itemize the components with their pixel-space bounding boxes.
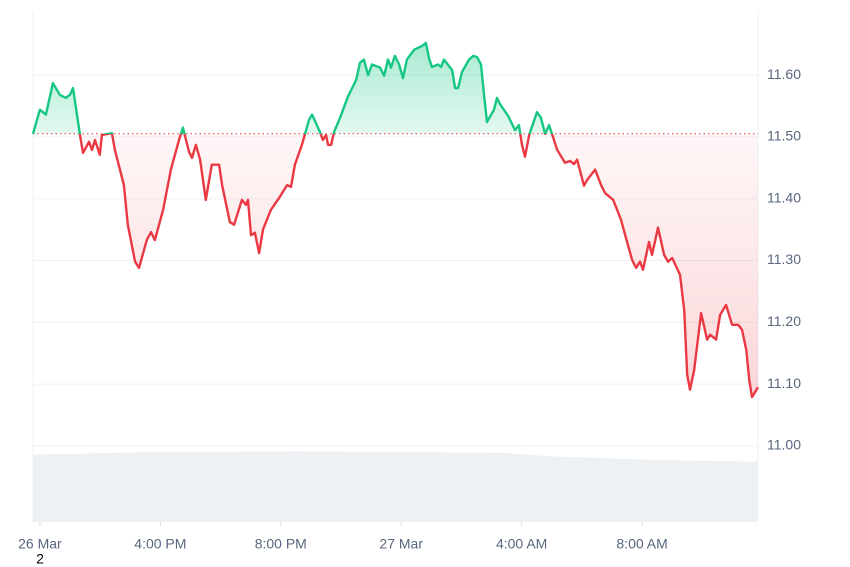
x-tick-label: 8:00 PM [255, 536, 307, 552]
x-tick-label: 26 Mar [18, 536, 62, 552]
y-tick-label: 11.40 [767, 189, 801, 205]
y-tick-label: 11.10 [767, 375, 801, 391]
price-line [31, 41, 760, 399]
footnote: 2 [36, 551, 44, 567]
y-tick-label: 11.50 [767, 128, 801, 144]
volume-area [33, 451, 758, 522]
y-tick-label: 11.00 [767, 437, 801, 453]
y-tick-label: 11.60 [767, 66, 801, 82]
x-tick-label: 27 Mar [379, 536, 423, 552]
x-tick-label: 4:00 PM [134, 536, 186, 552]
y-tick-label: 11.30 [767, 251, 801, 267]
x-tick-label: 4:00 AM [496, 536, 547, 552]
price-area [33, 42, 758, 398]
x-tick-label: 8:00 AM [616, 536, 667, 552]
y-tick-label: 11.20 [767, 313, 801, 329]
